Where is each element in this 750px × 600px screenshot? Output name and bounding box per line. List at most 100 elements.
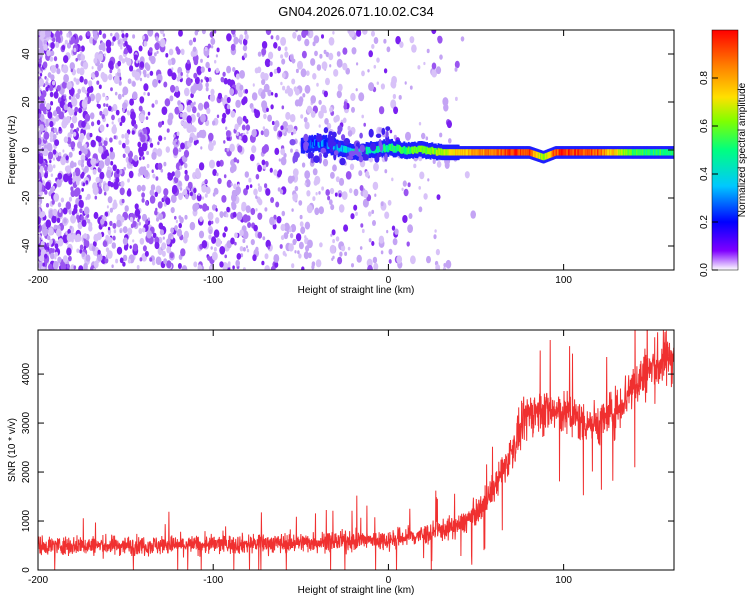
noise-speckle xyxy=(78,107,83,114)
noise-speckle xyxy=(242,238,246,244)
noise-speckle xyxy=(81,251,86,258)
noise-speckle xyxy=(192,106,197,114)
noise-speckle xyxy=(42,61,48,69)
noise-speckle xyxy=(387,199,392,206)
noise-speckle xyxy=(53,56,58,62)
noise-speckle xyxy=(269,61,273,66)
noise-speckle xyxy=(73,77,77,82)
spectrogram-y-label: Frequency (Hz) xyxy=(7,116,18,185)
noise-speckle xyxy=(152,78,158,88)
noise-speckle xyxy=(376,81,379,85)
noise-speckle xyxy=(224,148,228,153)
noise-speckle xyxy=(183,149,190,158)
noise-speckle xyxy=(182,121,188,129)
noise-speckle xyxy=(60,156,66,166)
noise-speckle xyxy=(167,68,173,77)
noise-speckle xyxy=(129,245,132,249)
noise-speckle xyxy=(413,163,417,169)
onset-blob xyxy=(303,133,309,142)
noise-speckle xyxy=(150,184,156,191)
noise-speckle xyxy=(62,255,68,263)
noise-speckle xyxy=(80,154,86,162)
noise-speckle xyxy=(251,92,258,101)
noise-speckle xyxy=(155,185,162,194)
noise-speckle xyxy=(227,262,231,268)
noise-speckle xyxy=(79,132,85,141)
noise-speckle xyxy=(53,127,58,133)
noise-speckle xyxy=(264,183,268,189)
noise-speckle xyxy=(154,210,158,216)
noise-speckle xyxy=(330,171,335,179)
noise-speckle xyxy=(89,93,95,102)
noise-speckle xyxy=(390,99,397,109)
noise-speckle xyxy=(91,66,94,70)
noise-speckle xyxy=(122,261,126,267)
noise-speckle xyxy=(44,253,48,259)
noise-speckle xyxy=(55,30,61,39)
noise-speckle xyxy=(301,266,305,270)
noise-speckle xyxy=(291,263,295,269)
noise-speckle xyxy=(423,61,426,66)
noise-speckle xyxy=(325,51,330,58)
noise-speckle xyxy=(209,93,216,102)
noise-speckle xyxy=(149,195,156,204)
noise-speckle xyxy=(138,45,143,52)
noise-speckle xyxy=(333,69,339,77)
noise-speckle xyxy=(386,229,389,234)
noise-speckle xyxy=(66,81,73,91)
noise-speckle xyxy=(189,221,196,231)
noise-speckle xyxy=(117,60,122,67)
noise-speckle xyxy=(252,83,255,87)
x-tick-label: 100 xyxy=(555,275,572,286)
noise-speckle xyxy=(197,264,203,270)
onset-blob xyxy=(358,155,364,163)
noise-speckle xyxy=(105,137,108,141)
noise-speckle xyxy=(253,108,258,114)
noise-speckle xyxy=(235,99,241,108)
noise-speckle xyxy=(139,61,145,68)
noise-speckle xyxy=(336,90,342,99)
noise-speckle xyxy=(76,180,80,186)
noise-speckle xyxy=(239,246,244,252)
noise-speckle xyxy=(38,120,41,127)
noise-speckle xyxy=(157,201,163,209)
noise-speckle xyxy=(79,67,85,76)
noise-speckle xyxy=(216,160,221,167)
noise-speckle xyxy=(169,95,174,102)
noise-speckle xyxy=(70,141,76,149)
noise-speckle xyxy=(86,92,90,97)
noise-speckle xyxy=(227,78,232,86)
noise-speckle xyxy=(161,250,166,257)
noise-speckle xyxy=(368,211,372,217)
noise-speckle xyxy=(264,253,269,260)
noise-speckle xyxy=(70,186,74,192)
noise-speckle xyxy=(48,151,54,160)
noise-speckle xyxy=(49,120,54,128)
noise-speckle xyxy=(165,146,170,153)
onset-blob xyxy=(359,144,365,153)
noise-speckle xyxy=(196,193,202,202)
noise-speckle xyxy=(124,145,131,154)
noise-speckle xyxy=(171,72,177,81)
noise-speckle xyxy=(156,148,163,157)
noise-speckle xyxy=(122,226,128,234)
noise-speckle xyxy=(132,34,136,39)
noise-speckle xyxy=(83,233,88,239)
noise-speckle xyxy=(312,168,318,176)
noise-speckle xyxy=(68,95,72,100)
noise-speckle xyxy=(146,163,150,169)
noise-speckle xyxy=(71,115,78,124)
noise-speckle xyxy=(246,248,250,253)
noise-speckle xyxy=(242,247,246,252)
noise-speckle xyxy=(298,253,302,259)
noise-speckle xyxy=(154,241,160,250)
noise-speckle xyxy=(109,68,113,74)
noise-speckle xyxy=(131,130,135,135)
noise-speckle xyxy=(69,62,76,71)
noise-speckle xyxy=(91,73,96,80)
noise-speckle xyxy=(443,263,447,268)
noise-speckle xyxy=(83,148,88,155)
noise-speckle xyxy=(246,245,248,249)
x-tick-label: -100 xyxy=(203,575,223,586)
noise-speckle xyxy=(351,263,354,268)
